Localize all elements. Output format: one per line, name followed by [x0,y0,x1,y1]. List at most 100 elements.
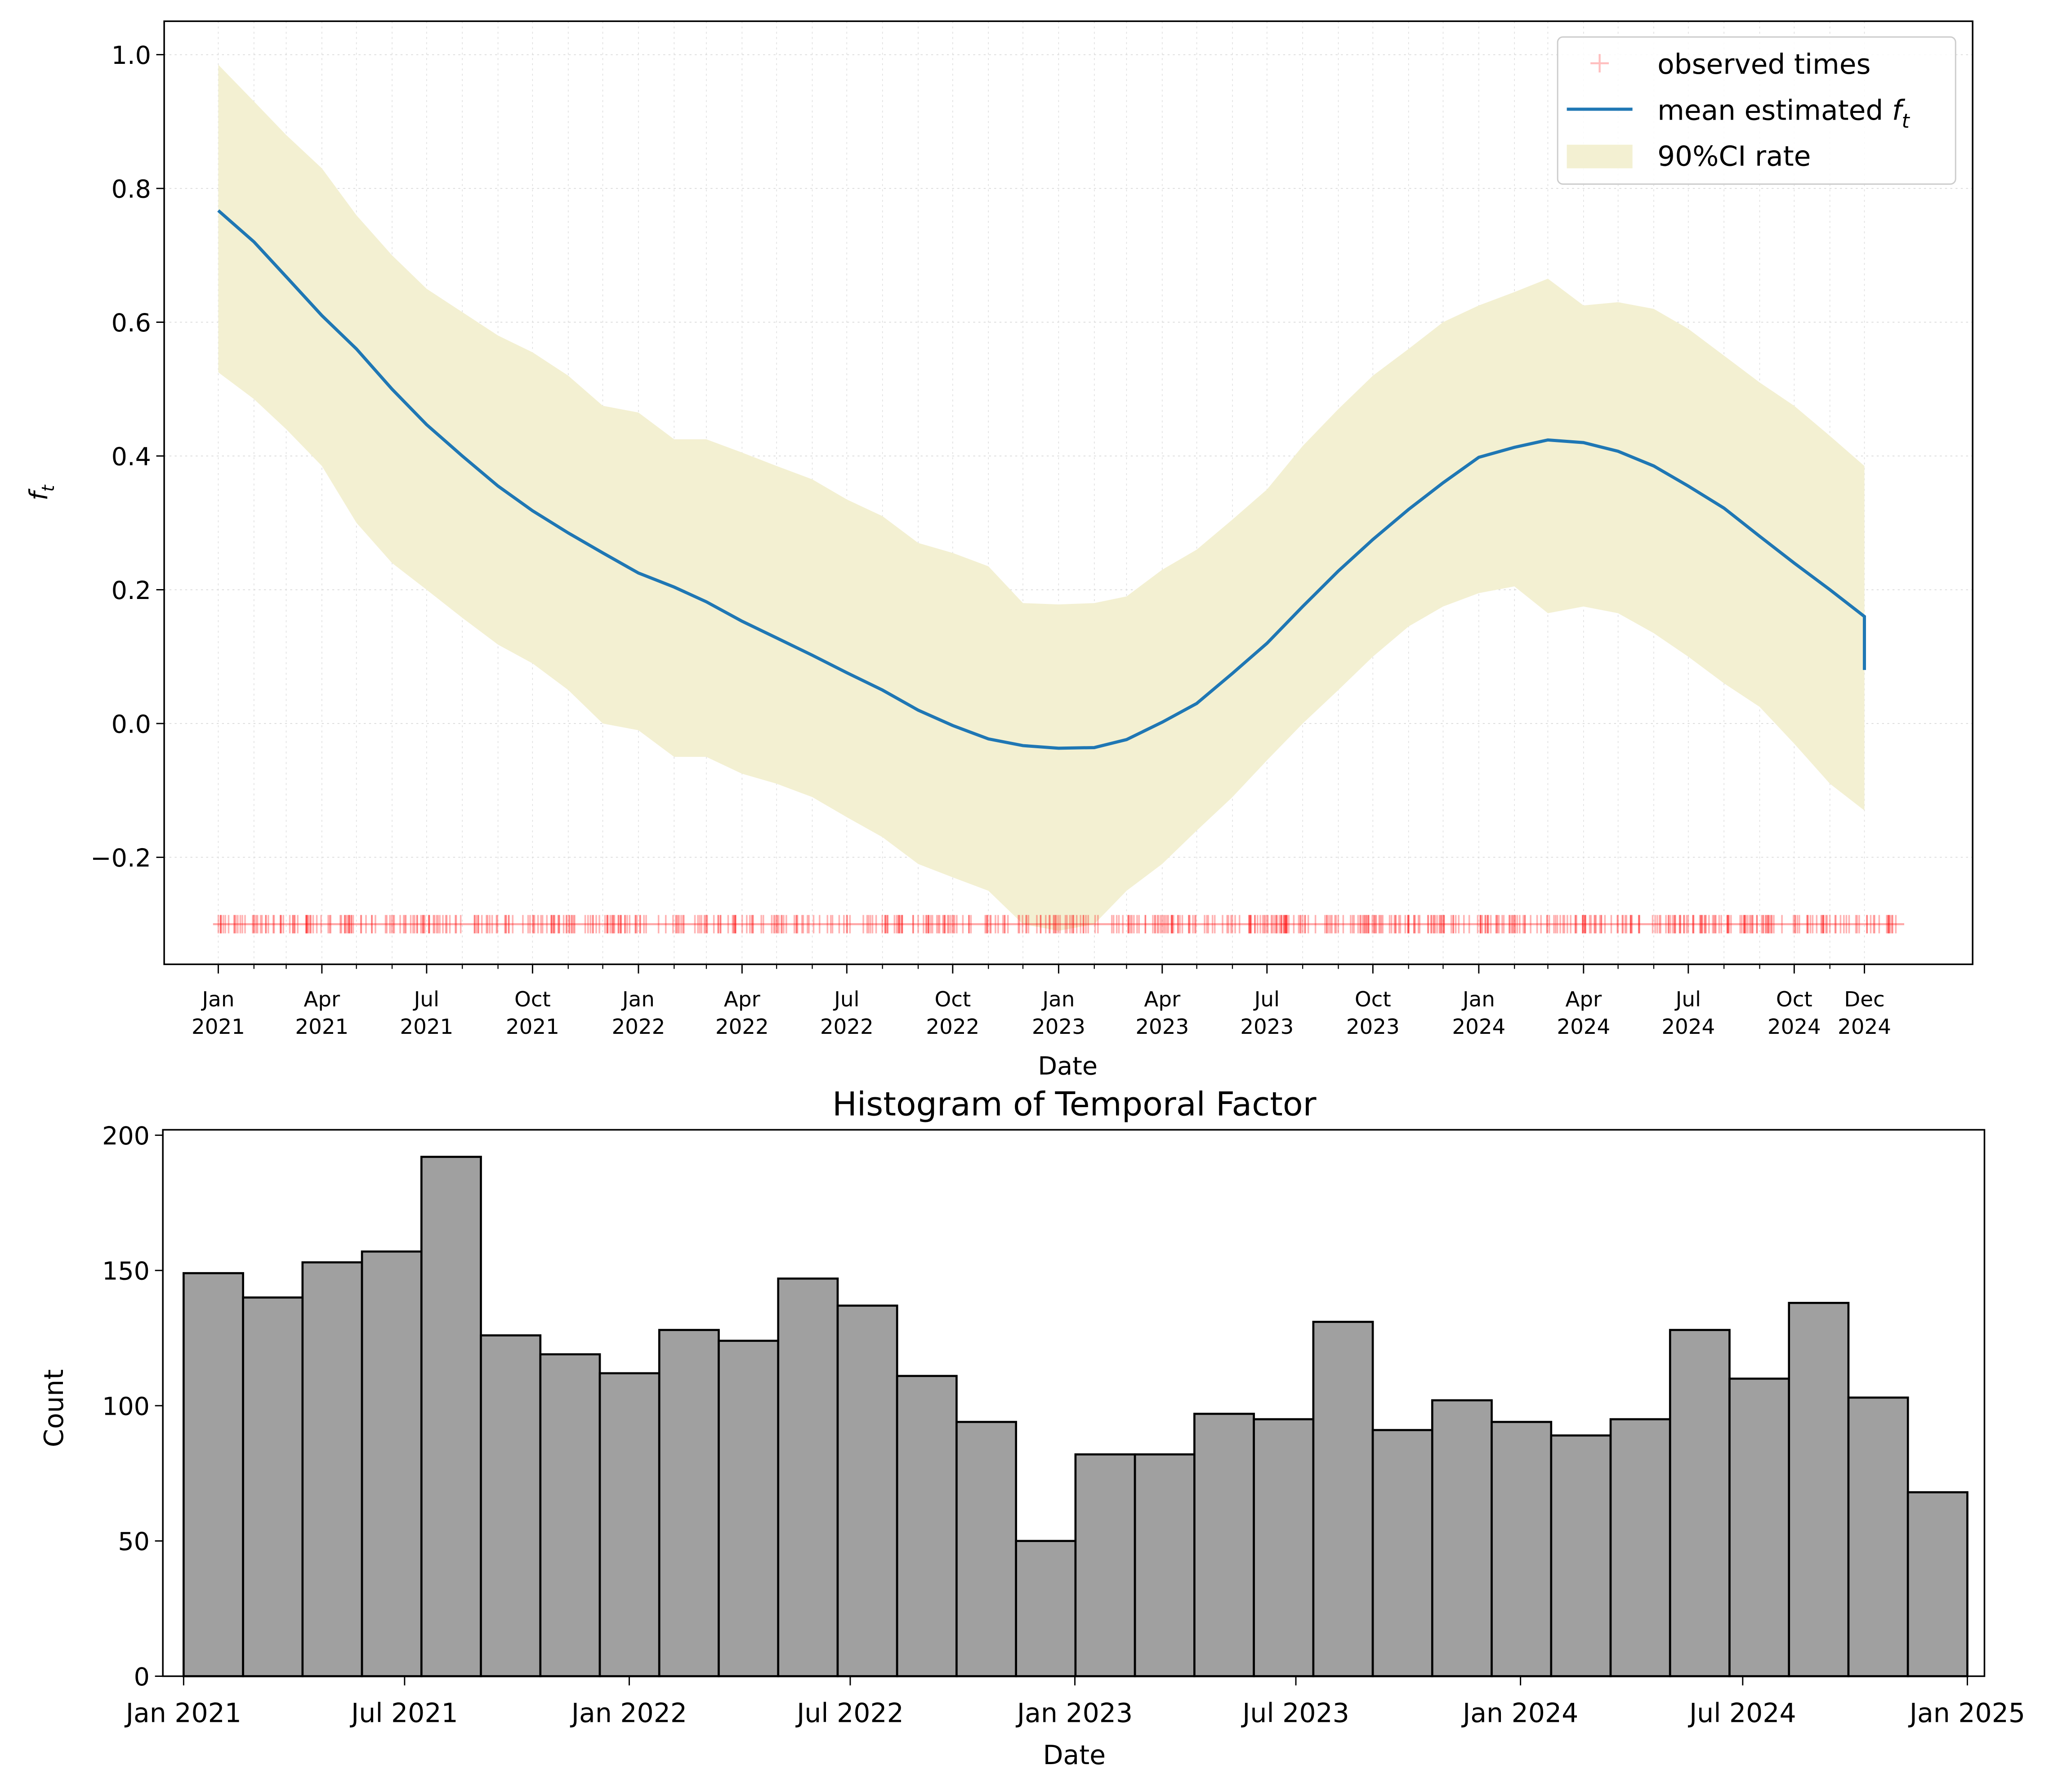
bottom-x-tick-label: Jan 2024 [1461,1698,1578,1729]
top-x-tick-label-month: Oct [934,988,971,1012]
top-y-tick-label: 1.0 [112,41,151,70]
bottom-x-tick-label: Jan 2023 [1015,1698,1133,1729]
histogram-bar [1906,1491,1969,1677]
top-x-tick-label-year: 2022 [612,1015,665,1039]
legend-box [1557,36,1956,185]
bottom-y-tick-label: 0 [134,1662,150,1692]
top-x-tick-label-year: 2021 [295,1015,348,1039]
top-x-tick-label-year: 2024 [1838,1015,1891,1039]
top-x-tick-label-year: 2022 [820,1015,874,1039]
histogram-bar [1074,1453,1136,1677]
top-x-tick-label-month: Jan [621,988,655,1012]
legend-label-ci: 90%CI rate [1657,140,1811,172]
mean-line [217,209,1866,750]
top-x-tick-label-month: Oct [1776,988,1812,1012]
top-y-axis-label: ft [24,484,58,501]
histogram-bar [1669,1329,1731,1677]
top-y-tick-label: 0.6 [112,308,151,338]
histogram-bars [183,1156,1969,1677]
top-x-tick-label-month: Apr [1565,988,1602,1012]
legend-item-mean: mean estimated ft [1567,94,1910,133]
top-x-tick-label-month: Jul [1674,988,1701,1012]
histogram-bar [718,1340,780,1677]
histogram-bar [361,1250,423,1677]
legend-plus-marker [1590,54,1609,73]
bottom-x-tick-label: Jul 2024 [1687,1698,1796,1729]
legend-label-mean-prefix: mean estimated [1657,94,1892,126]
bottom-x-axis-ticks: Jan 2021 Jul 2021 Jan 2022 Jul 2022 Jan 2023… [124,1676,2025,1729]
top-x-tick-label-month: Oct [1355,988,1391,1012]
histogram-bar [301,1261,363,1677]
top-y-tick-label: 0.4 [112,442,151,471]
histogram-bar [777,1277,839,1677]
top-y-tick-label: −0.2 [90,844,151,873]
histogram-bar [1312,1321,1374,1677]
histogram-bar [1193,1412,1255,1677]
legend-item-observed-times: observed times [1590,49,1871,80]
histogram-bar [1134,1453,1196,1677]
histogram-title: Histogram of Temporal Factor [832,1085,1317,1123]
top-x-tick-label-month: Apr [724,988,761,1012]
top-x-tick-label-year: 2023 [1346,1015,1400,1039]
histogram-bar [1431,1399,1493,1677]
top-x-tick-label-year: 2024 [1768,1015,1821,1039]
top-x-tick-label-month: Apr [1144,988,1181,1012]
bottom-x-tick-label: Jul 2022 [795,1698,904,1729]
top-x-tick-label-year: 2024 [1452,1015,1505,1039]
top-x-tick-label-year: 2021 [506,1015,559,1039]
top-x-axis-ticks: Jan 2021 Apr 2021 Jul 2021 Oct 2021 Jan 2022 Apr 20… [192,964,1891,1039]
bottom-y-tick-label: 150 [102,1257,150,1286]
bottom-x-tick-label: Jan 2025 [1908,1698,2025,1729]
histogram-bar [1491,1421,1553,1677]
top-chart: −0.2 0.0 0.2 0.4 0.6 0.8 1.0 Jan 2021 Apr 2021 Jul… [24,20,1973,1081]
top-y-axis-label-sub: t [38,484,58,492]
top-x-tick-label-month: Jan [1461,988,1495,1012]
top-x-tick-label-month: Jan [1041,988,1075,1012]
top-x-tick-label-year: 2023 [1032,1015,1085,1039]
bottom-x-axis-label: Date [1043,1740,1106,1770]
top-x-tick-label-month: Dec [1844,988,1884,1012]
top-y-tick-label: 0.8 [112,174,151,204]
histogram-bar [1253,1418,1315,1677]
top-x-tick-label-month: Jul [833,988,859,1012]
histogram-bar [1728,1377,1790,1677]
histogram-bar [1788,1302,1850,1677]
top-y-tick-label: 0.2 [112,576,151,605]
legend-label-observed-times: observed times [1657,49,1871,80]
top-x-tick-label-month: Jan [201,988,234,1012]
bottom-y-tick-label: 200 [102,1122,150,1151]
bottom-y-tick-label: 100 [102,1392,150,1421]
histogram-bar [183,1272,244,1677]
histogram-bar [1015,1540,1077,1677]
histogram-bar [539,1353,601,1677]
bottom-plot-frame [162,1129,1986,1677]
histogram-bar [420,1156,482,1677]
histogram-bar [1371,1429,1433,1677]
histogram-bar [242,1296,304,1677]
top-x-tick-label-month: Oct [514,988,551,1012]
legend-label-mean: mean estimated ft [1657,94,1910,133]
histogram-bar [480,1334,542,1677]
bottom-y-axis-label: Count [39,1369,69,1447]
top-x-tick-label-month: Jul [413,988,439,1012]
top-x-tick-label-year: 2023 [1135,1015,1189,1039]
bottom-x-tick-label: Jul 2021 [349,1698,458,1729]
top-x-tick-label-month: Apr [304,988,340,1012]
bottom-x-tick-label: Jan 2021 [124,1698,241,1729]
legend-label-mean-sub: t [1902,110,1910,133]
legend-band-swatch [1567,144,1633,169]
top-x-tick-label-month: Jul [1253,988,1280,1012]
top-y-axis-ticks: −0.2 0.0 0.2 0.4 0.6 0.8 1.0 [90,41,165,873]
top-y-tick-label: 0.0 [112,710,151,739]
top-x-tick-label-year: 2023 [1240,1015,1294,1039]
histogram-bar [598,1372,661,1677]
bottom-x-tick-label: Jan 2022 [570,1698,687,1729]
histogram-bar [658,1329,720,1677]
top-x-axis-label: Date [1038,1052,1098,1081]
bottom-chart: Histogram of Temporal Factor 0 50 100 150 20… [39,1085,2025,1770]
top-x-tick-label-year: 2021 [192,1015,245,1039]
histogram-bar [896,1375,958,1677]
top-plot-frame [163,20,1973,965]
histogram-bar [836,1305,898,1677]
